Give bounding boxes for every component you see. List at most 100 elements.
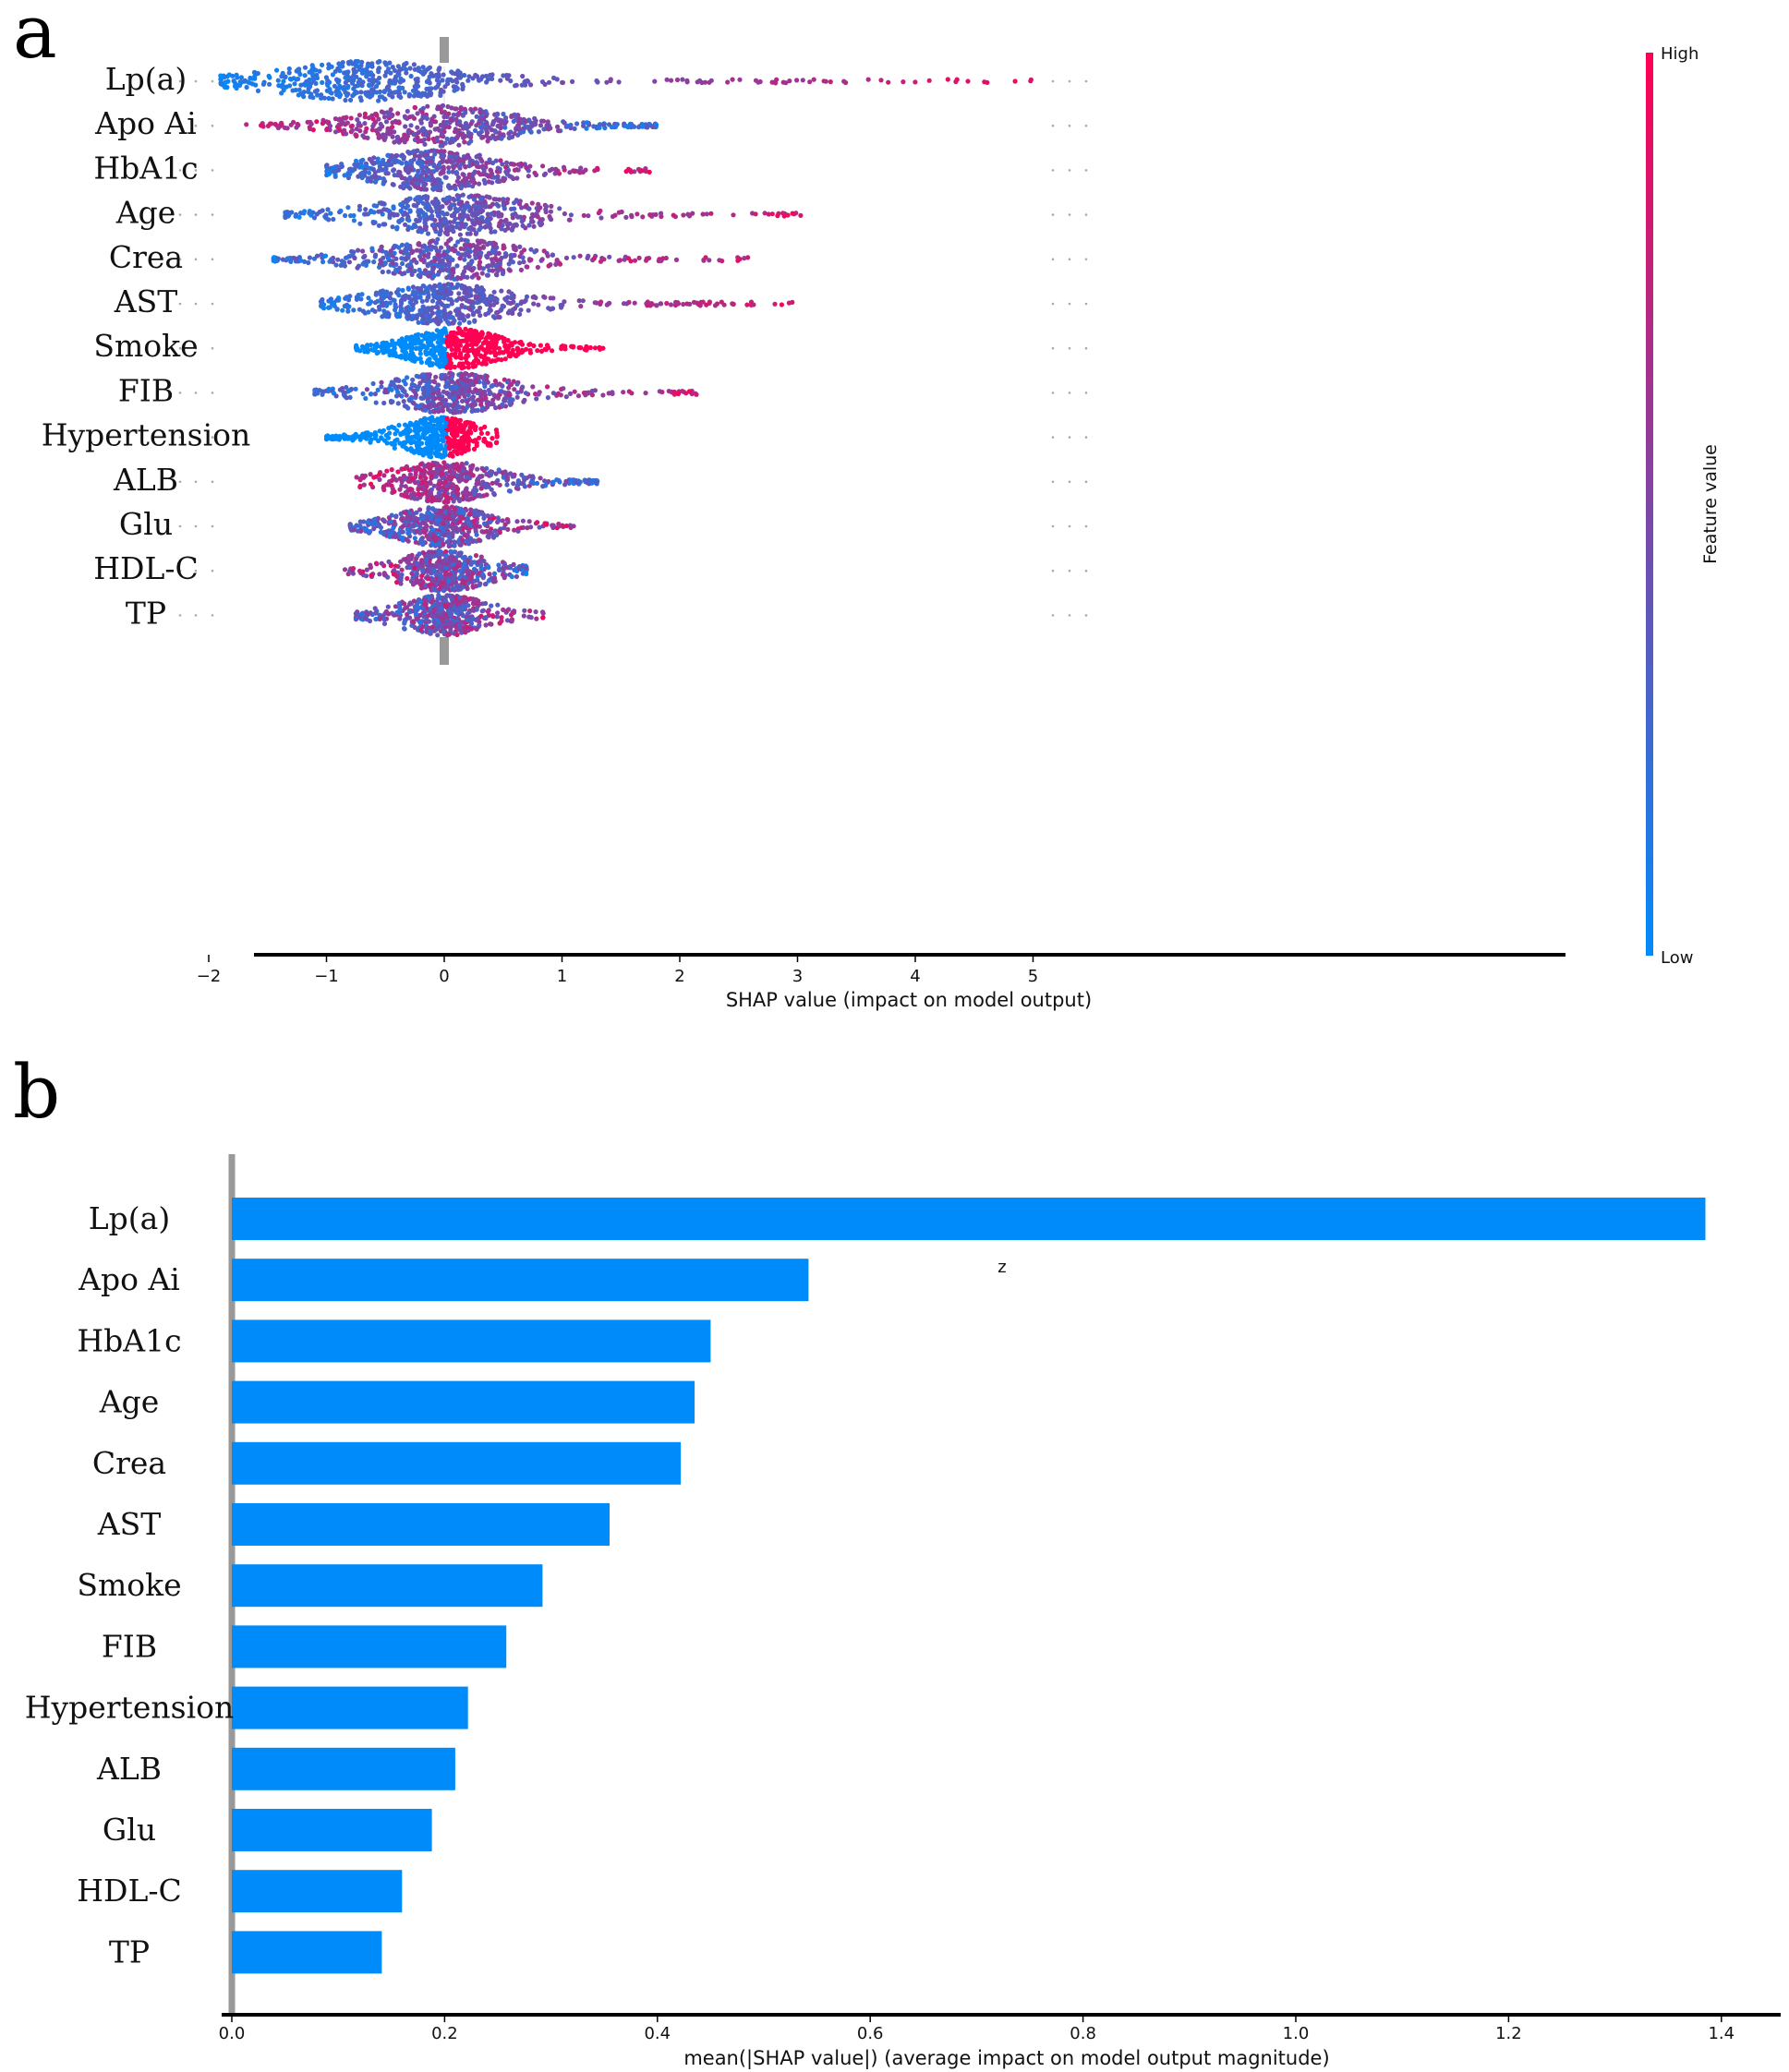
beeswarm-dot	[457, 232, 463, 237]
row-guide-dot	[211, 258, 214, 261]
beeswarm-dot	[507, 392, 513, 398]
beeswarm-dot	[451, 165, 456, 171]
beeswarm-dot	[459, 315, 465, 320]
beeswarm-dot	[444, 275, 450, 281]
beeswarm-dot	[498, 122, 503, 127]
beeswarm-dot	[369, 392, 374, 397]
beeswarm-dot	[432, 283, 438, 289]
beeswarm-dot	[640, 214, 646, 220]
beeswarm-dot	[504, 482, 510, 488]
beeswarm-dot	[358, 80, 364, 87]
beeswarm-dot	[381, 96, 387, 102]
beeswarm-dot	[527, 350, 534, 355]
beeswarm-dot	[357, 203, 363, 209]
beeswarm-dot	[445, 248, 451, 254]
beeswarm-dot	[305, 119, 310, 125]
beeswarm-dot	[640, 124, 646, 129]
beeswarm-dot	[477, 259, 483, 265]
beeswarm-dot	[353, 431, 358, 437]
beeswarm-dot	[402, 139, 407, 145]
beeswarm-dot	[350, 93, 356, 99]
beeswarm-dot	[418, 151, 424, 156]
beeswarm-dot	[528, 247, 534, 252]
beeswarm-dot	[411, 490, 417, 497]
beeswarm-dot	[463, 288, 468, 294]
beeswarm-dot	[433, 374, 439, 379]
beeswarm-dot	[400, 260, 405, 267]
beeswarm-dot	[475, 466, 480, 472]
beeswarm-dot	[416, 443, 421, 449]
beeswarm-dot	[293, 87, 298, 93]
beeswarm-dot	[470, 161, 477, 166]
beeswarm-dot	[412, 222, 417, 228]
beeswarm-dot	[411, 115, 417, 121]
beeswarm-dot	[345, 85, 350, 90]
beeswarm-dot	[394, 139, 400, 144]
feature-row-fib	[178, 370, 1088, 416]
beeswarm-dot	[628, 125, 635, 130]
beeswarm-dot	[577, 253, 583, 259]
beeswarm-dot	[470, 177, 476, 183]
beeswarm-dot	[592, 300, 598, 306]
beeswarm-dot	[450, 453, 455, 459]
beeswarm-dot	[616, 79, 622, 85]
beeswarm-dot	[598, 346, 603, 352]
beeswarm-dot	[244, 84, 249, 90]
beeswarm-dot	[482, 424, 488, 429]
beeswarm-dot	[333, 262, 339, 268]
beeswarm-dot	[629, 214, 635, 220]
beeswarm-dot	[442, 218, 449, 223]
beeswarm-dot	[376, 304, 382, 309]
beeswarm-dot	[459, 252, 465, 258]
beeswarm-dot	[421, 211, 427, 218]
row-guide-dot	[178, 480, 182, 484]
beeswarm-dot	[449, 428, 454, 433]
beeswarm-dot	[466, 388, 472, 393]
beeswarm-dot	[435, 289, 441, 295]
beeswarm-dot	[526, 118, 532, 124]
beeswarm-dot	[454, 331, 461, 336]
beeswarm-dot	[456, 428, 462, 434]
beeswarm-dot	[218, 77, 224, 82]
beeswarm-dot	[576, 298, 582, 304]
beeswarm-dot	[406, 313, 412, 319]
beeswarm-dot	[449, 301, 454, 307]
beeswarm-dot	[550, 252, 556, 258]
beeswarm-dot	[435, 271, 441, 277]
beeswarm-dot	[494, 272, 500, 278]
beeswarm-dot	[426, 273, 431, 279]
row-guide-dot	[1051, 480, 1055, 484]
beeswarm-dot	[470, 172, 476, 177]
feature-row-alb	[178, 460, 1088, 505]
row-guide-dot	[194, 392, 198, 394]
beeswarm-dot	[465, 361, 471, 367]
beeswarm-dot	[417, 295, 423, 300]
beeswarm-dot	[586, 253, 591, 259]
beeswarm-dot	[395, 401, 401, 406]
beeswarm-dot	[281, 78, 286, 84]
beeswarm-dot	[342, 127, 347, 133]
beeswarm-dot	[435, 199, 441, 204]
beeswarm-dot	[594, 78, 599, 84]
feature-row-crea	[178, 236, 1088, 282]
beeswarm-dot	[321, 302, 327, 307]
beeswarm-dot	[376, 223, 381, 228]
beeswarm-dot	[435, 212, 441, 219]
beeswarm-dot	[386, 426, 392, 431]
beeswarm-dot	[574, 121, 580, 126]
beeswarm-dot	[561, 164, 567, 170]
beeswarm-dot	[708, 211, 714, 216]
beeswarm-dot	[320, 79, 325, 85]
beeswarm-dot	[342, 263, 347, 269]
beeswarm-dot	[535, 264, 541, 271]
beeswarm-dot	[499, 357, 504, 363]
beeswarm-dot	[415, 181, 420, 187]
beeswarm-dot	[581, 212, 586, 218]
beeswarm-dot	[426, 312, 431, 319]
beeswarm-dot	[423, 416, 429, 422]
beeswarm-dot	[336, 167, 342, 173]
row-guide-dot	[211, 392, 214, 394]
beeswarm-dot	[377, 75, 382, 81]
beeswarm-dot	[331, 301, 336, 307]
beeswarm-dot	[416, 66, 422, 73]
